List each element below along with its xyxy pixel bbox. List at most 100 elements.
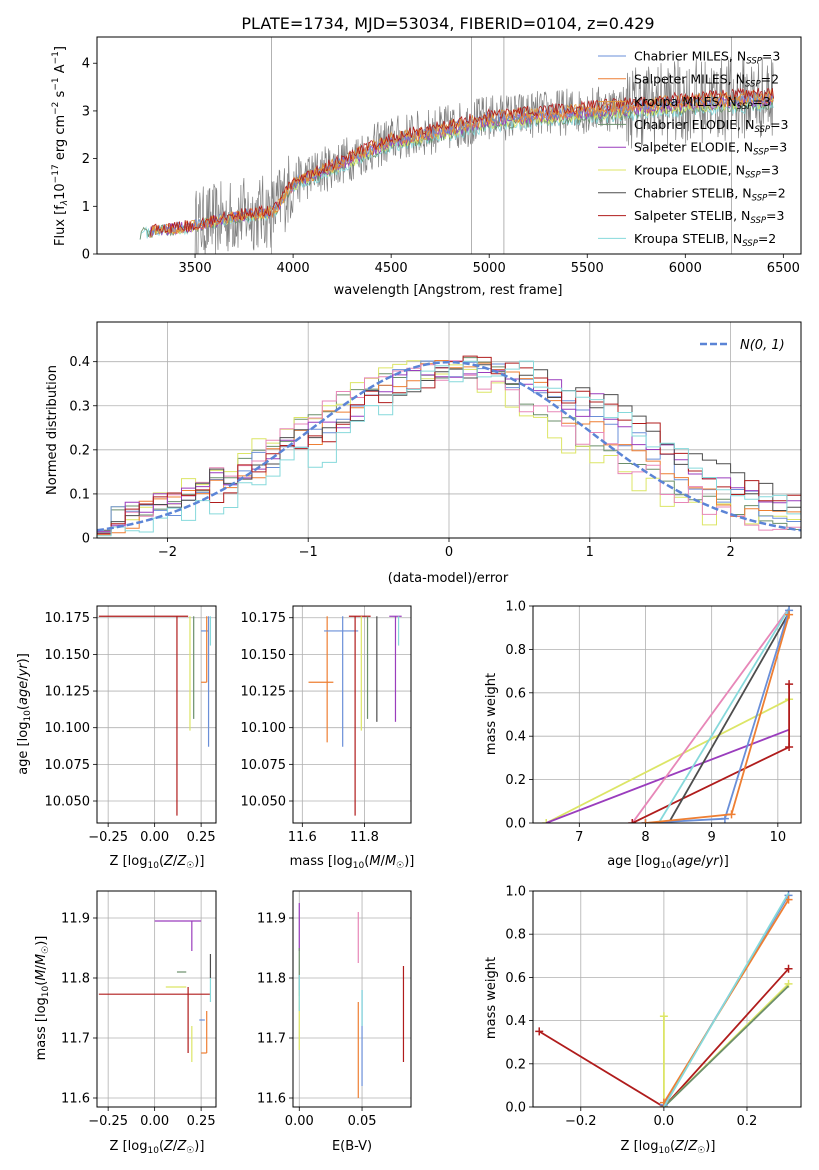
legend-label: Chabrier MILES, NSSP=3 xyxy=(634,49,780,67)
y-tick-label: 11.7 xyxy=(61,1032,90,1047)
legend-label: Chabrier ELODIE, NSSP=3 xyxy=(634,117,789,135)
age-vs-z-plot-area: −0.25 0.00 0.25 10.050 10.075 10.100 10.125 10.… xyxy=(45,605,217,845)
series-line xyxy=(631,607,790,823)
y-tick-label: 11.6 xyxy=(61,1092,90,1107)
model-spectrum-line xyxy=(149,87,774,237)
series-line xyxy=(667,612,790,823)
weight-vs-z-plot-area: −0.2 0.0 0.2 0.0 0.2 0.4 0.6 0.8 1.0 xyxy=(505,885,802,1129)
x-tick-label: 0.00 xyxy=(140,1114,169,1129)
x-tick-label: 11.6 xyxy=(288,830,317,845)
spectrum-legend: Chabrier MILES, NSSP=3 Salpeter MILES, NS… xyxy=(598,49,789,249)
x-tick-label: −1 xyxy=(299,545,318,560)
model-spectrum-line xyxy=(149,89,774,237)
mass-vs-z-ylabel: mass [log10(M/M☉)] xyxy=(34,936,51,1061)
x-tick-label: 0.05 xyxy=(348,1114,377,1129)
series-line xyxy=(545,698,790,823)
mass-vs-ebv-panel: 0.00 0.05 11.6 11.7 11.8 11.9 E(B-V) xyxy=(257,890,412,1154)
legend-label: Salpeter ELODIE, NSSP=3 xyxy=(634,140,787,158)
y-tick-label: 0.0 xyxy=(505,1101,526,1116)
plus-marker xyxy=(784,964,793,973)
plot-content xyxy=(298,903,405,1098)
y-tick-label: 11.6 xyxy=(257,1092,286,1107)
residual-histogram xyxy=(97,360,801,538)
plot-content xyxy=(308,615,402,816)
axes-frame xyxy=(532,890,802,1108)
plus-marker xyxy=(785,743,794,752)
x-tick-label: −0.25 xyxy=(88,830,128,845)
axes-frame xyxy=(292,890,412,1108)
axes-frame xyxy=(532,605,802,824)
plus-marker xyxy=(628,819,637,823)
plus-marker xyxy=(785,610,794,619)
plot-content xyxy=(98,920,212,1062)
x-tick-label: 6000 xyxy=(669,261,702,276)
y-tick-label: 10.150 xyxy=(241,648,287,663)
y-tick-label: 0.6 xyxy=(505,686,526,701)
age-vs-mass-plot-area: 11.6 11.8 10.050 10.075 10.100 10.125 10.150 10… xyxy=(241,605,412,845)
y-tick-label: 1 xyxy=(82,200,90,215)
age-vs-mass-xlabel: mass [log10(M/M☉)] xyxy=(290,854,415,871)
plus-marker xyxy=(535,1027,544,1036)
x-tick-label: 5500 xyxy=(571,261,604,276)
y-tick-label: 10.125 xyxy=(241,685,287,700)
axes-frame xyxy=(96,36,802,255)
x-tick-label: 0.2 xyxy=(737,1114,758,1129)
age-vs-z-xlabel: Z [log10(Z/Z☉)] xyxy=(110,854,205,871)
y-tick-label: 0.4 xyxy=(69,355,90,370)
series-line xyxy=(663,892,790,1107)
plus-marker xyxy=(659,1012,668,1021)
mass-vs-ebv-xlabel: E(B-V) xyxy=(332,1139,372,1154)
weight-vs-z-xlabel: Z [log10(Z/Z☉)] xyxy=(621,1139,716,1156)
y-tick-label: 0 xyxy=(82,532,90,547)
x-tick-label: 7 xyxy=(575,830,583,845)
weight-vs-age-ylabel: mass weight xyxy=(484,673,499,755)
weight-vs-age-plot-area: 7 8 9 10 0.0 0.2 0.4 0.6 0.8 1.0 xyxy=(505,600,802,845)
weight-vs-age-panel: 7 8 9 10 0.0 0.2 0.4 0.6 0.8 1.0 age [log10(age/y… xyxy=(484,600,802,871)
x-tick-label: 0.00 xyxy=(285,1114,314,1129)
y-tick-label: 10.125 xyxy=(45,685,91,700)
y-tick-label: 0.2 xyxy=(505,1057,526,1072)
axes-frame xyxy=(96,890,217,1108)
axes-frame xyxy=(96,321,802,539)
mass-vs-z-xlabel: Z [log10(Z/Z☉)] xyxy=(110,1139,205,1156)
x-tick-label: 0.00 xyxy=(140,830,169,845)
gaussian-curve xyxy=(97,360,801,532)
legend-label: Salpeter STELIB, NSSP=3 xyxy=(634,208,784,226)
series-line xyxy=(645,614,790,823)
residuals-plot-area: −2 −1 0 1 2 0 0.1 0.2 0.3 0.4 xyxy=(69,321,802,560)
legend-label: Kroupa MILES, NSSP=3 xyxy=(634,94,771,112)
x-tick-label: −0.25 xyxy=(88,1114,128,1129)
plot-content xyxy=(542,606,794,823)
spectrum-plot-area: 3500 4000 4500 5000 5500 6000 6500 0 1 2 3 4 xyxy=(82,36,802,276)
series-line xyxy=(663,985,790,1107)
residuals-panel: −2 −1 0 1 200.10.20.30.4 (data-model)/error … xyxy=(45,321,802,586)
mass-vs-z-plot-area: −0.25 0.00 0.25 11.6 11.7 11.8 11.9 xyxy=(61,890,217,1129)
y-tick-label: 2 xyxy=(82,152,90,167)
plot-content xyxy=(97,355,801,538)
x-tick-label: 10 xyxy=(770,830,787,845)
y-tick-label: 11.9 xyxy=(61,912,90,927)
y-tick-label: 0.0 xyxy=(505,817,526,832)
axes-frame xyxy=(96,605,217,824)
age-vs-mass-panel: 11.6 11.8 10.050 10.075 10.100 10.125 10.150 10… xyxy=(241,605,415,871)
plus-marker xyxy=(785,680,794,689)
weight-vs-age-xlabel: age [log10(age/yr)] xyxy=(607,854,729,871)
y-tick-label: 0.2 xyxy=(505,773,526,788)
x-tick-label: 8 xyxy=(641,830,649,845)
spectrum-xlabel: wavelength [Angstrom, rest frame] xyxy=(334,283,563,298)
x-tick-label: 5000 xyxy=(473,261,506,276)
age-vs-z-ylabel: age [log10(age/yr)] xyxy=(16,653,33,775)
series-line xyxy=(631,684,790,823)
legend-label: Kroupa ELODIE, NSSP=3 xyxy=(634,163,779,181)
residuals-legend: N(0, 1) xyxy=(700,338,785,353)
x-tick-label: 0.25 xyxy=(187,1114,216,1129)
plus-marker xyxy=(727,810,736,819)
x-tick-label: 3500 xyxy=(179,261,212,276)
plus-marker xyxy=(720,814,729,823)
series-line xyxy=(657,607,790,823)
observed-spectrum-line xyxy=(194,57,774,254)
x-tick-label: 9 xyxy=(708,830,716,845)
y-tick-label: 0.3 xyxy=(69,399,90,414)
series-line xyxy=(545,728,790,823)
